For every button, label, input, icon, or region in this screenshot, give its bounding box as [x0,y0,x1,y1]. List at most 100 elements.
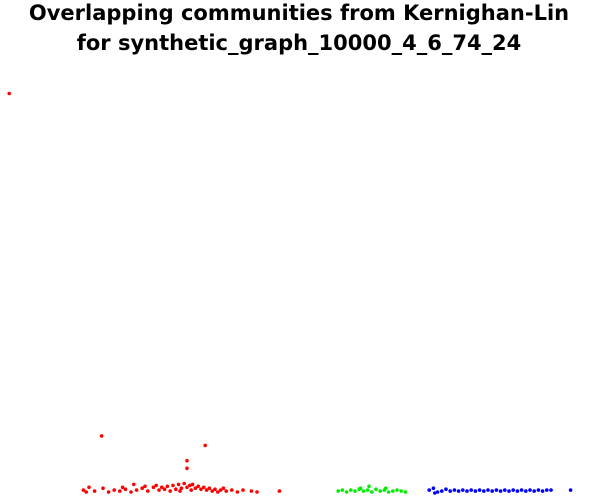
data-point [448,489,453,493]
data-point [374,487,378,492]
data-point [84,490,88,494]
data-point [545,488,549,492]
data-point [185,458,189,463]
data-point [353,489,357,493]
data-point [490,489,495,493]
chart-title-line-1: Overlapping communities from Kernighan-L… [28,1,570,25]
data-point [435,490,440,494]
data-point [536,488,541,492]
data-point [165,484,170,489]
data-point [277,489,282,493]
data-point [511,488,515,492]
data-point [465,489,469,493]
data-point [160,485,164,490]
data-point [221,486,226,491]
data-point [255,490,259,494]
data-point [81,488,86,492]
data-point [444,487,448,492]
data-point [473,489,478,493]
data-point [469,488,474,492]
data-point [249,489,254,493]
data-point [431,486,436,491]
data-point [162,487,167,492]
data-point [456,489,461,493]
data-point [452,488,457,492]
data-point [378,489,383,493]
data-point [178,489,182,493]
data-point [7,91,11,96]
data-point [494,488,499,492]
data-point [235,490,240,494]
data-point [358,486,363,491]
data-point [203,443,207,448]
data-point [157,488,161,492]
data-point [477,488,482,492]
data-point [185,466,189,471]
data-point [199,487,203,492]
data-point [528,488,532,492]
data-point [498,489,503,493]
data-point [112,488,116,492]
data-point [174,487,178,492]
data-point [146,489,150,493]
data-point [361,489,366,493]
data-point [189,488,193,492]
data-point [549,488,553,492]
data-point [216,490,220,494]
data-point [179,486,184,491]
data-point [92,489,97,493]
data-point [87,485,91,490]
series-group-1 [336,484,408,494]
data-point [507,489,511,493]
data-point [519,488,524,492]
data-point [524,489,528,493]
data-point [182,481,186,486]
data-point [176,482,181,487]
data-point [140,486,144,491]
data-point [391,489,395,493]
data-point [503,488,507,492]
data-point [106,490,111,494]
data-point [386,490,391,494]
data-point [427,488,432,492]
data-point [207,486,212,491]
data-point [461,488,465,492]
data-point [213,487,217,492]
data-point [336,489,341,493]
data-point [134,488,139,492]
data-point [482,489,486,493]
data-point [132,482,136,487]
data-point [210,489,214,493]
data-point [349,488,353,492]
data-point [204,488,209,492]
data-point [171,483,175,488]
data-point [540,489,545,493]
data-point [515,489,520,493]
chart-title-line-2: for synthetic_graph_10000_4_6_74_24 [76,31,522,55]
data-point [440,489,444,493]
data-point [395,488,399,492]
data-point [384,486,388,491]
data-point [120,485,125,490]
data-point [433,491,437,495]
data-point [403,490,408,494]
data-point [151,485,156,490]
data-point [344,490,349,494]
data-point [399,489,404,493]
data-point [101,486,105,491]
data-point [188,483,192,488]
data-point [99,434,104,438]
data-point [532,489,536,493]
series-group-2 [427,486,573,495]
data-point [123,487,128,492]
series-group-0 [7,91,282,494]
data-point [190,482,195,487]
data-point [340,488,345,492]
data-point [230,488,234,492]
data-point [224,489,228,493]
data-point [370,490,374,494]
data-point [568,488,573,492]
data-point [365,488,370,492]
data-point [185,485,189,490]
